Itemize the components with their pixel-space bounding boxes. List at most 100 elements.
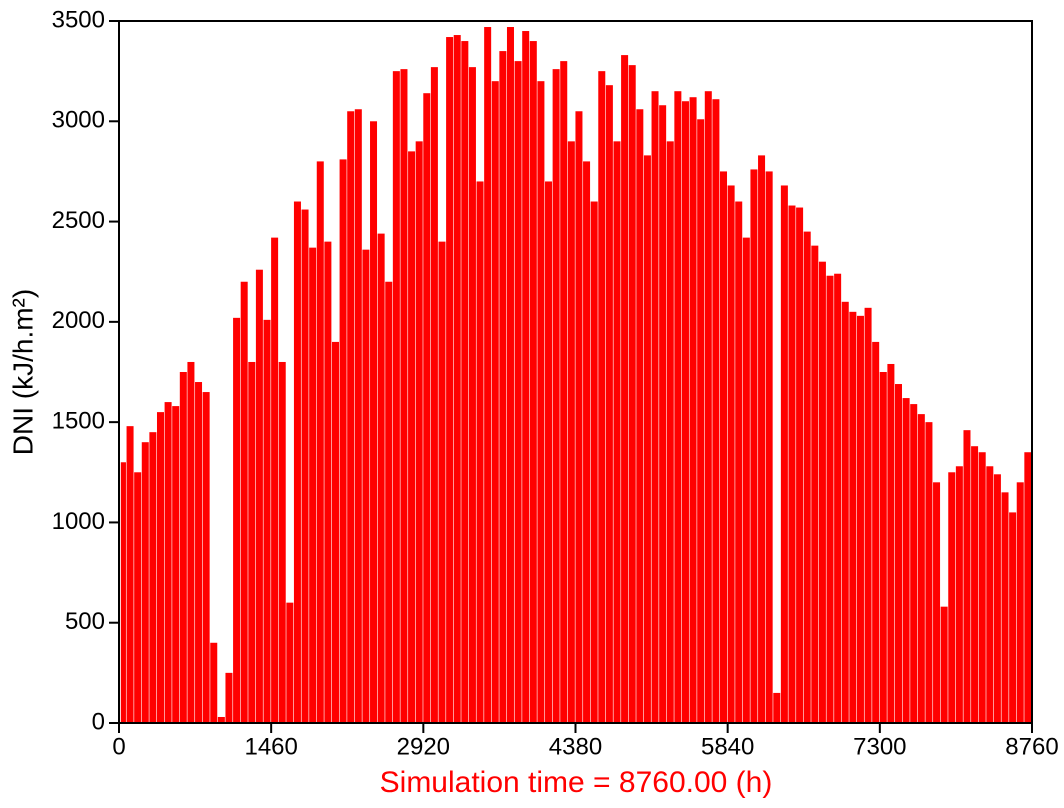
bar: [902, 398, 910, 723]
bar: [834, 273, 842, 723]
x-tick-label: 4380: [549, 733, 602, 760]
bar: [894, 384, 903, 723]
bar: [195, 382, 203, 723]
bar: [735, 201, 743, 723]
bar: [689, 97, 697, 723]
bar: [841, 301, 849, 723]
bar: [354, 109, 362, 724]
y-tick-label: 500: [65, 608, 105, 635]
bar: [309, 247, 317, 723]
bar: [940, 606, 948, 723]
bar: [758, 155, 766, 723]
bar: [948, 472, 956, 723]
bar: [461, 41, 469, 724]
bar: [628, 65, 636, 723]
bar: [499, 51, 507, 724]
bar: [552, 69, 560, 723]
x-tick-label: 7300: [853, 733, 906, 760]
bar: [993, 474, 1001, 723]
bar: [392, 71, 400, 723]
bar: [339, 159, 347, 723]
bar: [514, 61, 522, 724]
bar: [864, 307, 872, 723]
bar: [796, 207, 804, 723]
bar: [233, 317, 241, 723]
y-axis-label: DNI (kJ/h.m²): [7, 289, 38, 455]
bar: [324, 241, 332, 723]
bar: [370, 121, 378, 724]
bar: [202, 392, 210, 723]
bar: [149, 432, 157, 723]
x-tick-label: 0: [112, 733, 125, 760]
bar: [742, 237, 750, 724]
bar: [681, 101, 689, 723]
bar: [172, 406, 180, 723]
bar: [978, 452, 986, 723]
bar: [575, 111, 583, 723]
bar: [263, 319, 271, 723]
bar: [872, 341, 880, 723]
plot-area: [120, 27, 1032, 724]
y-tick-label: 3500: [52, 6, 105, 33]
bar: [179, 372, 187, 723]
bar: [613, 141, 621, 724]
bar: [605, 85, 613, 723]
bar: [955, 466, 963, 723]
bar: [430, 67, 438, 724]
bar: [910, 404, 918, 723]
bar: [643, 155, 651, 723]
bar: [560, 61, 568, 724]
bar: [704, 91, 712, 723]
bar: [666, 141, 674, 724]
bar: [917, 414, 925, 723]
bar: [225, 672, 233, 723]
bar: [522, 31, 530, 724]
bar: [210, 642, 218, 723]
bar: [453, 35, 461, 724]
bar: [803, 231, 811, 723]
bar: [120, 462, 126, 723]
bar: [468, 67, 476, 724]
bar: [712, 99, 720, 724]
bar: [491, 81, 499, 723]
bar: [849, 311, 857, 723]
bar: [415, 141, 423, 724]
bar: [217, 716, 225, 723]
y-tick-label: 1000: [52, 508, 105, 535]
bar: [385, 281, 393, 723]
y-tick-label: 0: [92, 708, 105, 735]
bar: [826, 275, 834, 723]
bar: [506, 27, 514, 723]
bar: [818, 261, 826, 723]
bar: [651, 91, 659, 723]
bar: [438, 241, 446, 723]
bar: [187, 361, 195, 723]
x-tick-label: 2920: [397, 733, 450, 760]
bar: [1016, 482, 1024, 723]
bar: [446, 37, 454, 723]
bar: [590, 201, 598, 723]
bar: [1024, 452, 1032, 723]
bar: [141, 442, 149, 723]
bar: [240, 281, 248, 723]
bar: [567, 141, 575, 724]
bar: [286, 602, 294, 723]
bar: [134, 472, 142, 723]
y-tick-label: 3000: [52, 107, 105, 134]
y-tick-label: 1500: [52, 407, 105, 434]
bar: [963, 430, 971, 723]
bar: [811, 245, 819, 723]
bar: [1009, 512, 1017, 723]
bar: [248, 361, 256, 723]
x-axis-label: Simulation time = 8760.00 (h): [380, 766, 773, 799]
x-tick-label: 1460: [244, 733, 297, 760]
bar: [164, 402, 172, 723]
bar: [400, 69, 408, 723]
x-tick-label: 8760: [1005, 733, 1058, 760]
bar: [423, 93, 431, 724]
bar: [879, 372, 887, 723]
y-tick-label: 2000: [52, 307, 105, 334]
bar: [377, 233, 385, 723]
bar: [925, 422, 933, 723]
bar: [126, 426, 134, 723]
